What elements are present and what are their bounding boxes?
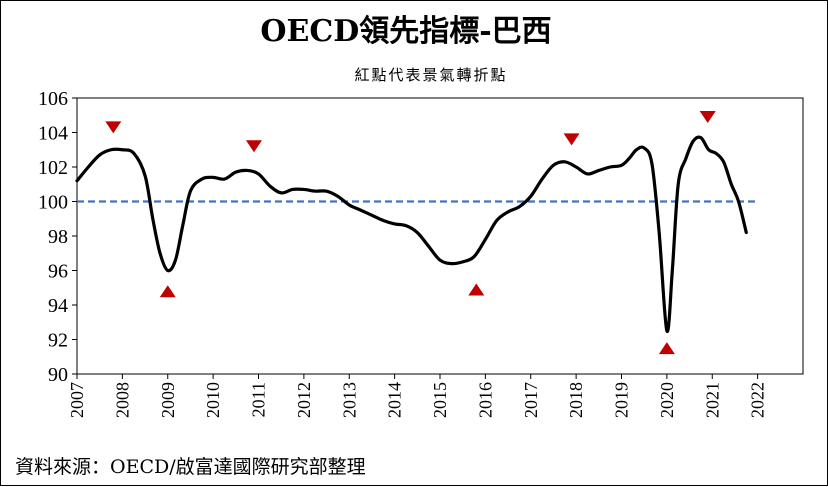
chart-subtitle: 紅點代表景氣轉折點 <box>354 66 507 84</box>
y-tick-label: 96 <box>48 261 68 283</box>
x-tick-label: 2021 <box>702 382 722 418</box>
y-tick-label: 104 <box>38 123 68 145</box>
y-tick-label: 100 <box>38 192 68 214</box>
chart-title: OECD領先指標-巴西 <box>260 14 551 49</box>
x-tick-label: 2013 <box>339 382 359 418</box>
x-tick-label: 2018 <box>566 382 586 418</box>
series-line <box>75 135 748 333</box>
trough-marker <box>658 342 675 355</box>
x-tick-label: 2020 <box>657 382 677 418</box>
x-tick-label: 2007 <box>67 382 87 418</box>
y-tick-label: 90 <box>48 364 68 386</box>
x-tick-label: 2022 <box>748 382 768 418</box>
x-tick-label: 2011 <box>249 382 269 417</box>
y-tick-label: 102 <box>38 157 68 179</box>
x-tick-label: 2014 <box>385 382 405 418</box>
y-tick-label: 98 <box>48 226 68 248</box>
peak-marker <box>245 140 262 153</box>
x-tick-label: 2019 <box>612 382 632 418</box>
y-tick-label: 92 <box>48 330 68 352</box>
trough-marker <box>159 285 176 298</box>
x-tick-label: 2008 <box>112 382 132 418</box>
source-note: 資料來源：OECD/啟富達國際研究部整理 <box>15 456 366 478</box>
x-tick-label: 2009 <box>158 382 178 418</box>
x-tick-label: 2016 <box>475 382 495 418</box>
trough-marker <box>468 283 485 296</box>
peak-marker <box>699 110 716 123</box>
peak-marker <box>105 121 122 134</box>
x-tick-label: 2012 <box>294 382 314 418</box>
x-tick-label: 2017 <box>521 382 541 418</box>
x-tick-label: 2010 <box>203 382 223 418</box>
y-tick-label: 94 <box>48 295 68 317</box>
peak-marker <box>563 133 580 146</box>
x-tick-label: 2015 <box>430 382 450 418</box>
y-tick-label: 106 <box>38 88 68 110</box>
